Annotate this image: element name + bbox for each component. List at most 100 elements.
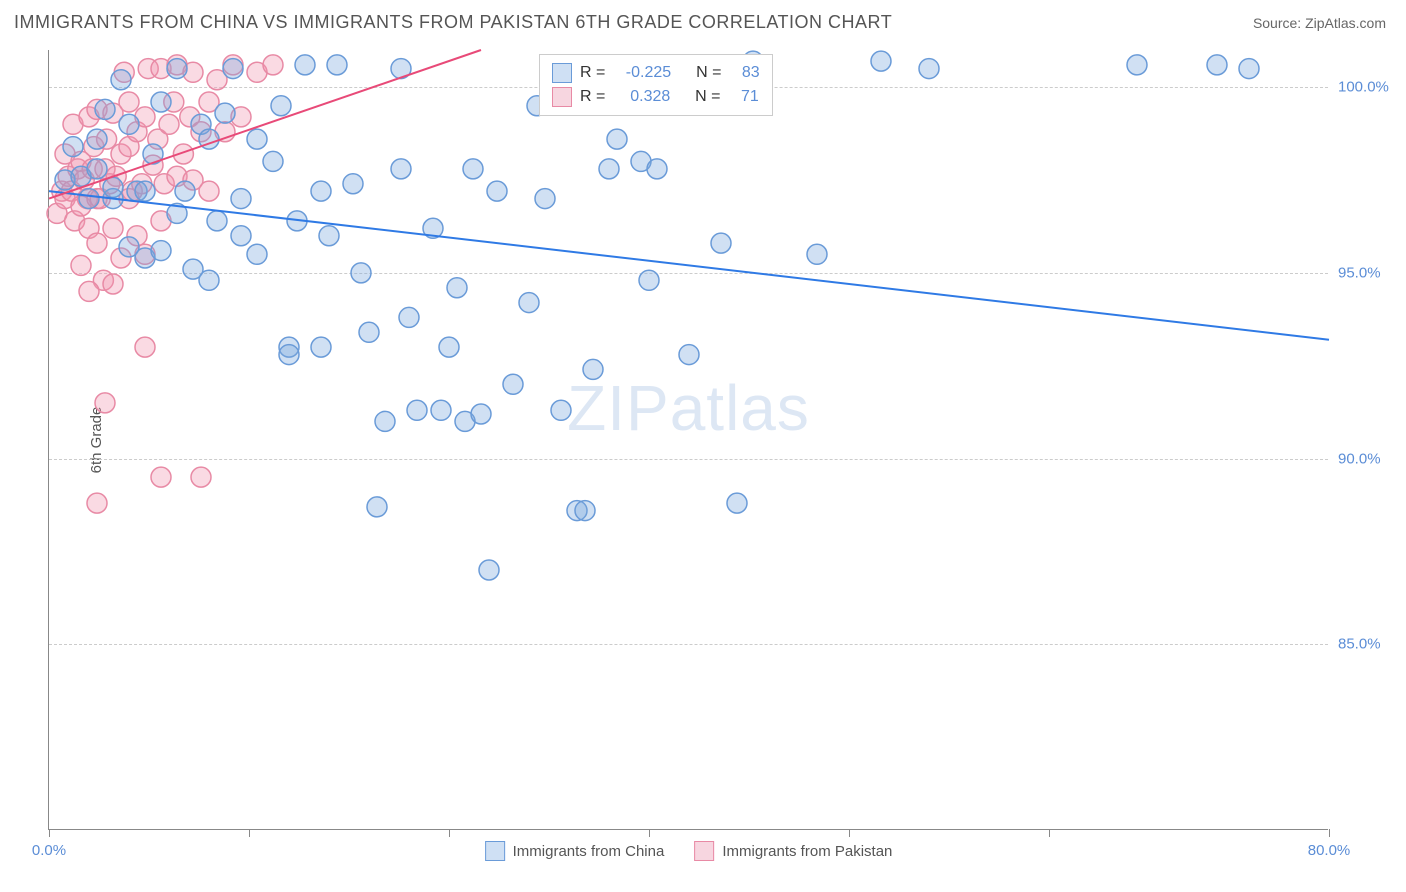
x-tick [249,829,250,837]
legend-swatch-pakistan [552,87,572,107]
data-point-china [111,70,131,90]
data-point-china [247,244,267,264]
x-tick [449,829,450,837]
y-tick-label: 100.0% [1338,79,1398,96]
data-point-china [407,400,427,420]
data-point-china [311,337,331,357]
legend-swatch-china [552,63,572,83]
data-point-china [311,181,331,201]
data-point-china [295,55,315,75]
data-point-pakistan [103,274,123,294]
data-point-china [503,374,523,394]
data-point-china [327,55,347,75]
data-point-china [391,159,411,179]
x-tick [1329,829,1330,837]
x-tick [49,829,50,837]
data-point-china [471,404,491,424]
legend-label-pakistan: Immigrants from Pakistan [722,843,892,860]
scatter-plot-svg [49,50,1328,829]
data-point-china [679,345,699,365]
data-point-china [871,51,891,71]
y-tick-label: 95.0% [1338,264,1398,281]
data-point-china [87,129,107,149]
data-point-pakistan [87,233,107,253]
data-point-china [447,278,467,298]
data-point-china [103,177,123,197]
data-point-china [175,181,195,201]
data-point-pakistan [95,393,115,413]
legend-label-china: Immigrants from China [513,843,665,860]
legend-swatch-china-bottom [485,841,505,861]
r-value-china: -0.225 [626,61,671,85]
data-point-china [1207,55,1227,75]
data-point-china [711,233,731,253]
x-tick-label: 0.0% [32,842,66,859]
trend-line-china [49,191,1329,340]
data-point-china [639,270,659,290]
data-point-pakistan [199,181,219,201]
data-point-china [583,359,603,379]
legend-swatch-pakistan-bottom [694,841,714,861]
data-point-china [199,270,219,290]
data-point-china [399,307,419,327]
data-point-china [319,226,339,246]
data-point-pakistan [151,467,171,487]
data-point-china [151,241,171,261]
n-value-china: 83 [742,61,760,85]
data-point-china [215,103,235,123]
data-point-china [727,493,747,513]
data-point-pakistan [71,255,91,275]
n-value-pakistan: 71 [741,85,759,109]
legend-item-pakistan: Immigrants from Pakistan [694,841,892,861]
chart-title: IMMIGRANTS FROM CHINA VS IMMIGRANTS FROM… [14,12,892,33]
data-point-china [367,497,387,517]
data-point-china [151,92,171,112]
data-point-china [263,151,283,171]
data-point-china [479,560,499,580]
legend-row-china: R = -0.225 N = 83 [552,61,760,85]
data-point-china [919,59,939,79]
data-point-china [607,129,627,149]
data-point-china [375,411,395,431]
data-point-china [231,189,251,209]
data-point-china [359,322,379,342]
data-point-china [87,159,107,179]
data-point-china [575,501,595,521]
source-label: Source: ZipAtlas.com [1253,15,1386,31]
data-point-china [439,337,459,357]
legend-item-china: Immigrants from China [485,841,665,861]
data-point-china [535,189,555,209]
data-point-china [279,345,299,365]
data-point-china [519,293,539,313]
data-point-china [223,59,243,79]
data-point-pakistan [103,218,123,238]
data-point-china [79,189,99,209]
data-point-china [487,181,507,201]
r-value-pakistan: 0.328 [630,85,670,109]
series-legend: Immigrants from China Immigrants from Pa… [485,841,893,861]
correlation-legend: R = -0.225 N = 83 R = 0.328 N = 71 [539,54,773,116]
data-point-china [231,226,251,246]
data-point-china [551,400,571,420]
data-point-china [1239,59,1259,79]
data-point-china [343,174,363,194]
data-point-china [599,159,619,179]
data-point-china [119,114,139,134]
x-tick [1049,829,1050,837]
y-tick-label: 85.0% [1338,636,1398,653]
data-point-pakistan [119,92,139,112]
data-point-china [207,211,227,231]
x-tick [849,829,850,837]
legend-row-pakistan: R = 0.328 N = 71 [552,85,760,109]
data-point-china [351,263,371,283]
data-point-china [807,244,827,264]
data-point-pakistan [87,493,107,513]
data-point-china [135,181,155,201]
y-tick-label: 90.0% [1338,450,1398,467]
data-point-pakistan [159,114,179,134]
x-tick [649,829,650,837]
data-point-china [247,129,267,149]
data-point-china [647,159,667,179]
data-point-china [1127,55,1147,75]
x-tick-label: 80.0% [1308,842,1351,859]
